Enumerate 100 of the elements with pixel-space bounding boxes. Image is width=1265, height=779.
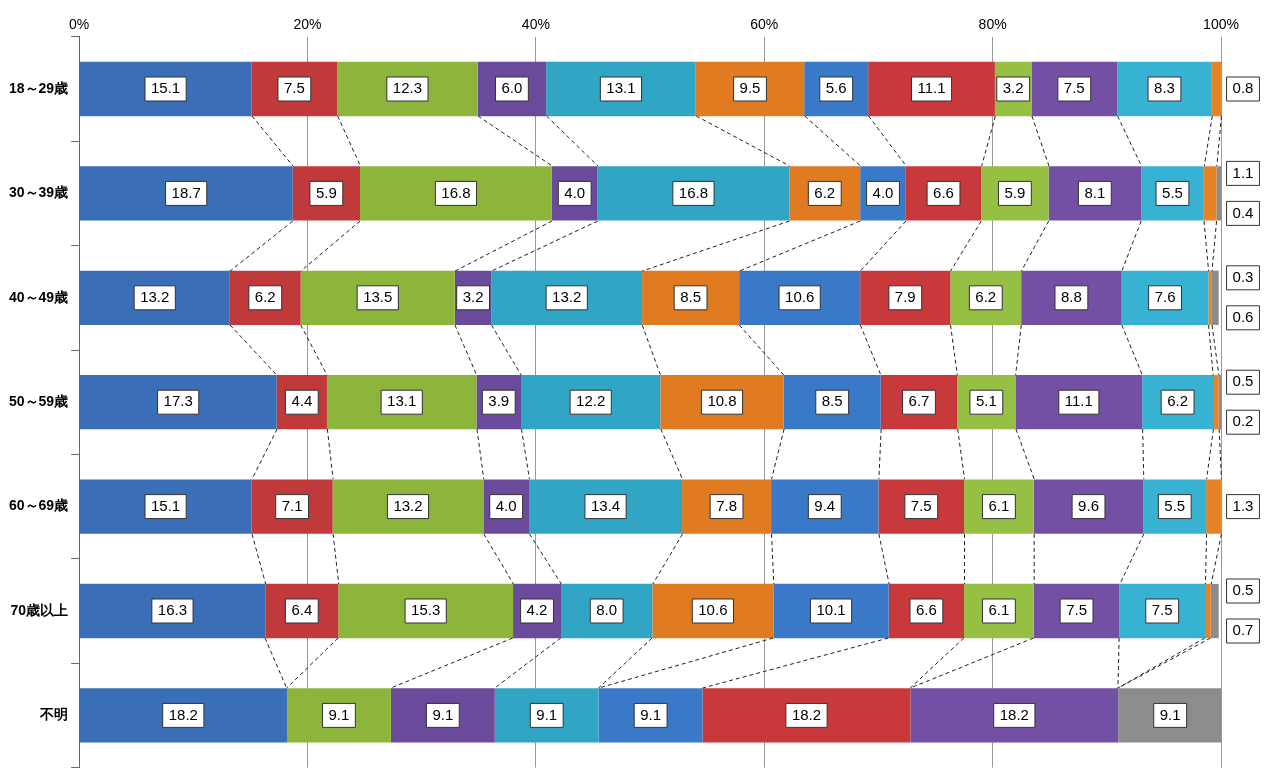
y-tick-label: 30～39歳 (8, 184, 69, 201)
data-label: 12.2 (576, 392, 606, 410)
data-label: 9.6 (1078, 496, 1099, 514)
data-label: 6.2 (975, 287, 997, 305)
data-label: 5.9 (315, 183, 337, 201)
data-label: 9.1 (536, 705, 558, 723)
data-label: 5.5 (1164, 496, 1186, 514)
data-label: 7.9 (894, 287, 916, 305)
data-label: 13.4 (590, 496, 621, 514)
bar (771, 479, 879, 534)
bar (1210, 583, 1219, 639)
bar (910, 688, 1119, 743)
data-label: 4.2 (526, 601, 548, 619)
data-label: 4.0 (564, 183, 586, 201)
data-label: 18.2 (168, 705, 198, 723)
data-label: 6.0 (501, 79, 523, 97)
bar (79, 375, 277, 430)
data-label: 1.1 (1232, 163, 1254, 181)
bar (529, 479, 683, 534)
bar (79, 479, 252, 534)
bar (390, 688, 495, 743)
data-label: 4.0 (495, 496, 517, 514)
data-label: 6.1 (988, 496, 1010, 514)
data-label: 3.2 (1002, 79, 1024, 97)
data-label: 16.8 (441, 183, 471, 201)
data-label: 3.2 (462, 287, 484, 305)
data-label: 13.1 (606, 79, 636, 97)
bar (79, 61, 252, 117)
bar (79, 270, 230, 325)
data-label: 0.2 (1232, 412, 1254, 430)
data-label: 8.5 (821, 392, 843, 410)
data-label: 8.3 (1154, 79, 1175, 97)
data-label: 0.5 (1232, 372, 1254, 390)
bar (79, 583, 266, 639)
data-label: 18.2 (999, 705, 1029, 723)
data-label: 7.5 (1151, 601, 1173, 619)
data-label: 18.7 (171, 183, 201, 201)
bar (1213, 375, 1219, 430)
x-tick-label: 100% (1203, 16, 1239, 33)
data-label: 10.6 (785, 287, 815, 305)
bar (1205, 583, 1211, 639)
data-label: 6.6 (933, 183, 954, 201)
data-label: 5.6 (825, 79, 847, 97)
bar (702, 688, 911, 743)
bar (326, 375, 477, 430)
x-tick-label: 0% (69, 16, 90, 33)
data-label: 6.2 (254, 287, 276, 305)
y-tick-label: 50～59歳 (8, 393, 69, 410)
bar (1118, 688, 1221, 743)
data-label: 5.9 (1004, 183, 1026, 201)
y-tick-label: 60～69歳 (8, 497, 69, 514)
data-label: 1.3 (1232, 496, 1254, 514)
data-label: 18.2 (791, 705, 822, 723)
x-tick-label: 40% (521, 16, 550, 33)
data-label: 7.5 (1063, 79, 1085, 97)
bar (1211, 61, 1221, 117)
bar (598, 688, 703, 743)
data-label: 15.1 (151, 496, 181, 514)
data-label: 15.3 (411, 601, 441, 619)
data-label: 10.1 (816, 601, 846, 619)
data-label: 16.3 (157, 601, 188, 619)
data-label: 7.1 (281, 496, 303, 514)
data-label: 9.1 (432, 705, 454, 723)
data-label: 6.2 (814, 183, 836, 201)
data-label: 0.6 (1232, 307, 1254, 325)
bar (1206, 479, 1221, 534)
bar (1203, 166, 1217, 221)
bar (332, 479, 484, 534)
data-label: 13.2 (393, 496, 423, 514)
y-tick-label: 40～49歳 (8, 288, 69, 305)
data-label: 7.5 (283, 79, 305, 97)
data-label: 13.1 (387, 392, 417, 410)
data-label: 7.8 (716, 496, 738, 514)
data-label: 17.3 (163, 392, 193, 410)
data-label: 5.1 (975, 392, 997, 410)
data-label: 9.1 (1159, 705, 1181, 723)
bar (338, 583, 514, 639)
bar (494, 688, 599, 743)
data-label: 6.2 (1167, 392, 1189, 410)
bar (546, 61, 696, 117)
y-tick-label: 70歳以上 (10, 601, 69, 618)
data-label: 4.4 (291, 392, 313, 410)
data-label: 0.5 (1232, 581, 1254, 599)
data-label: 12.3 (392, 79, 423, 97)
bar (79, 688, 287, 743)
data-label: 7.5 (910, 496, 932, 514)
data-label: 0.8 (1232, 79, 1254, 97)
bar (286, 688, 391, 743)
x-tick-label: 20% (293, 16, 322, 33)
y-tick-label: 不明 (39, 706, 69, 723)
data-label: 6.1 (988, 601, 1010, 619)
bar (491, 270, 643, 325)
bar (1211, 270, 1219, 325)
data-label: 15.1 (151, 79, 181, 97)
bar (79, 166, 293, 221)
bar (1033, 479, 1144, 534)
data-label: 9.1 (328, 705, 350, 723)
data-label: 8.8 (1060, 287, 1082, 305)
data-label: 8.5 (680, 287, 702, 305)
data-label: 13.2 (140, 287, 170, 305)
